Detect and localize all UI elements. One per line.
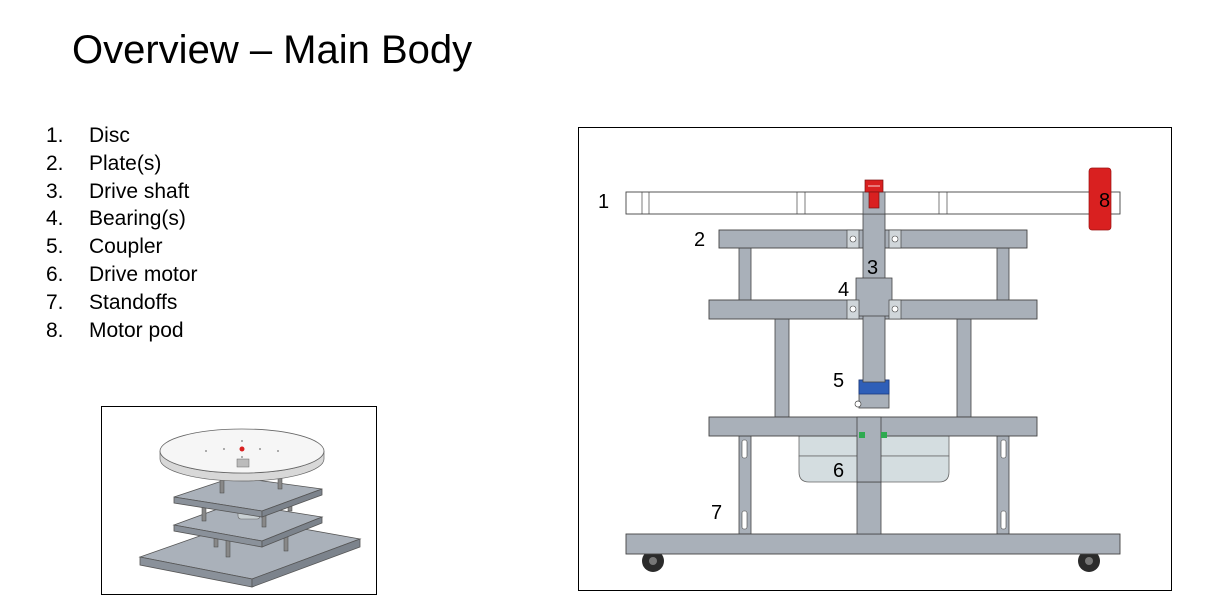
list-item: 7. Standoffs — [46, 290, 178, 314]
isometric-assembly-drawing — [138, 428, 362, 588]
list-item: 8. Motor pod — [46, 318, 184, 342]
slide-title: Overview – Main Body — [72, 28, 473, 72]
front-section-drawing: 1 2 3 4 5 6 7 8 — [598, 167, 1121, 572]
list-item: 5. Coupler — [46, 235, 163, 259]
list-item: 6. Drive motor — [46, 262, 198, 286]
list-item: 3. Drive shaft — [46, 179, 190, 203]
front-section-view: 1 2 3 4 5 6 7 8 — [578, 127, 1172, 591]
callout-7: 7 — [711, 502, 722, 524]
callout-3: 3 — [867, 257, 878, 279]
callout-8: 8 — [1099, 190, 1110, 212]
callout-1: 1 — [598, 191, 609, 213]
list-item: 1. Disc — [46, 124, 130, 147]
component-list: 1. Disc 2. Plate(s) 3. Drive shaft 4. Bearin… — [46, 122, 198, 344]
callout-6: 6 — [833, 460, 844, 482]
list-item: 4. Bearing(s) — [46, 207, 186, 231]
callout-4: 4 — [838, 279, 849, 301]
callout-2: 2 — [694, 229, 705, 251]
isometric-view — [101, 406, 377, 595]
callout-5: 5 — [833, 370, 844, 392]
list-item: 2. Plate(s) — [46, 151, 162, 175]
